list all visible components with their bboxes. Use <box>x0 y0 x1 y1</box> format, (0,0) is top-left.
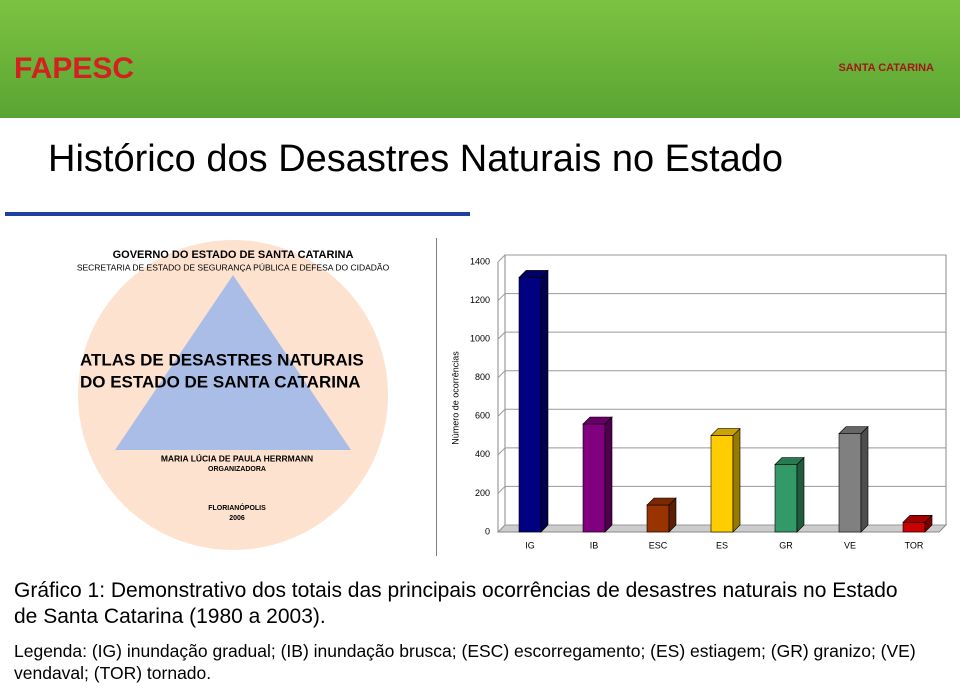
chart: Número de ocorrências 0 200 400 600 800 1000 1… <box>436 238 948 556</box>
bar-front <box>646 504 670 533</box>
bar-front <box>710 435 734 533</box>
y-tick-label: 1000 <box>470 334 490 344</box>
book-cover: GOVERNO DO ESTADO DE SANTA CATARINA SECR… <box>77 240 390 550</box>
legend-text: Legenda: (IG) inundação gradual; (IB) in… <box>14 641 916 683</box>
y-tick-label: 200 <box>475 488 490 498</box>
y-tick-label: 0 <box>485 526 490 536</box>
x-tick-label: VE <box>844 540 856 550</box>
bar <box>902 514 933 533</box>
x-tick-label: IB <box>590 540 599 550</box>
bar <box>710 427 741 533</box>
bar <box>582 416 613 533</box>
cover-text: DO ESTADO DE SANTA CATARINA <box>80 372 361 391</box>
x-tick-label: GR <box>779 540 793 550</box>
bar-front <box>582 423 606 533</box>
x-tick-label: IG <box>525 540 535 550</box>
cover-triangle <box>115 275 351 450</box>
y-tick-label: 1400 <box>470 256 490 266</box>
bar-top <box>646 497 677 506</box>
bar-front <box>518 277 542 533</box>
bar <box>774 456 805 533</box>
bar-side <box>540 269 549 533</box>
y-tick-label: 600 <box>475 411 490 421</box>
slide-title: Histórico dos Desastres Naturais no Esta… <box>48 138 783 180</box>
cover-text: 2006 <box>229 515 245 522</box>
grid-line <box>497 293 946 301</box>
bar-side <box>796 456 805 533</box>
bar-top <box>838 426 869 434</box>
cover-text: FLORIANÓPOLIS <box>208 503 266 512</box>
bar <box>518 269 549 533</box>
grid-line <box>497 254 946 263</box>
bar-top <box>774 457 805 465</box>
bar-top <box>518 270 549 278</box>
bar-side <box>604 416 613 533</box>
grid-line <box>497 447 946 456</box>
cover-text: GOVERNO DO ESTADO DE SANTA CATARINA <box>113 249 354 261</box>
bar-front <box>902 522 926 533</box>
grid-line <box>497 370 946 379</box>
bar-side <box>860 425 869 533</box>
x-tick-label: ESC <box>649 540 668 550</box>
bar-top <box>902 515 933 523</box>
fapesc-logo: FAPESC <box>14 52 135 85</box>
caption: Gráfico 1: Demonstrativo dos totais das … <box>14 579 898 628</box>
bar <box>838 425 869 533</box>
y-tick-label: 800 <box>475 372 490 382</box>
y-tick-label: 400 <box>475 449 490 459</box>
cover-text: SECRETARIA DE ESTADO DE SEGURANÇA PÚBLIC… <box>77 262 390 272</box>
bar-top <box>710 428 741 436</box>
y-tick-label: 1200 <box>470 295 490 305</box>
divider <box>5 212 470 216</box>
grid-line <box>497 331 946 340</box>
x-tick-label: TOR <box>905 540 924 550</box>
header-bar: FAPESC SANTA CATARINA <box>0 0 960 118</box>
cover-text: ORGANIZADORA <box>208 466 266 473</box>
cover-text: ATLAS DE DESASTRES NATURAIS <box>80 350 364 369</box>
grid-line <box>497 408 946 417</box>
bar-front <box>774 464 798 533</box>
x-tick-label: ES <box>716 540 728 550</box>
bar-front <box>838 433 862 533</box>
bar-top <box>582 416 613 425</box>
y-axis-title: Número de ocorrências <box>450 351 460 445</box>
cover-text: MARIA LÚCIA DE PAULA HERRMANN <box>161 452 313 463</box>
bar <box>646 497 677 533</box>
bar-side <box>732 427 741 533</box>
sc-logo: SANTA CATARINA <box>838 62 934 74</box>
